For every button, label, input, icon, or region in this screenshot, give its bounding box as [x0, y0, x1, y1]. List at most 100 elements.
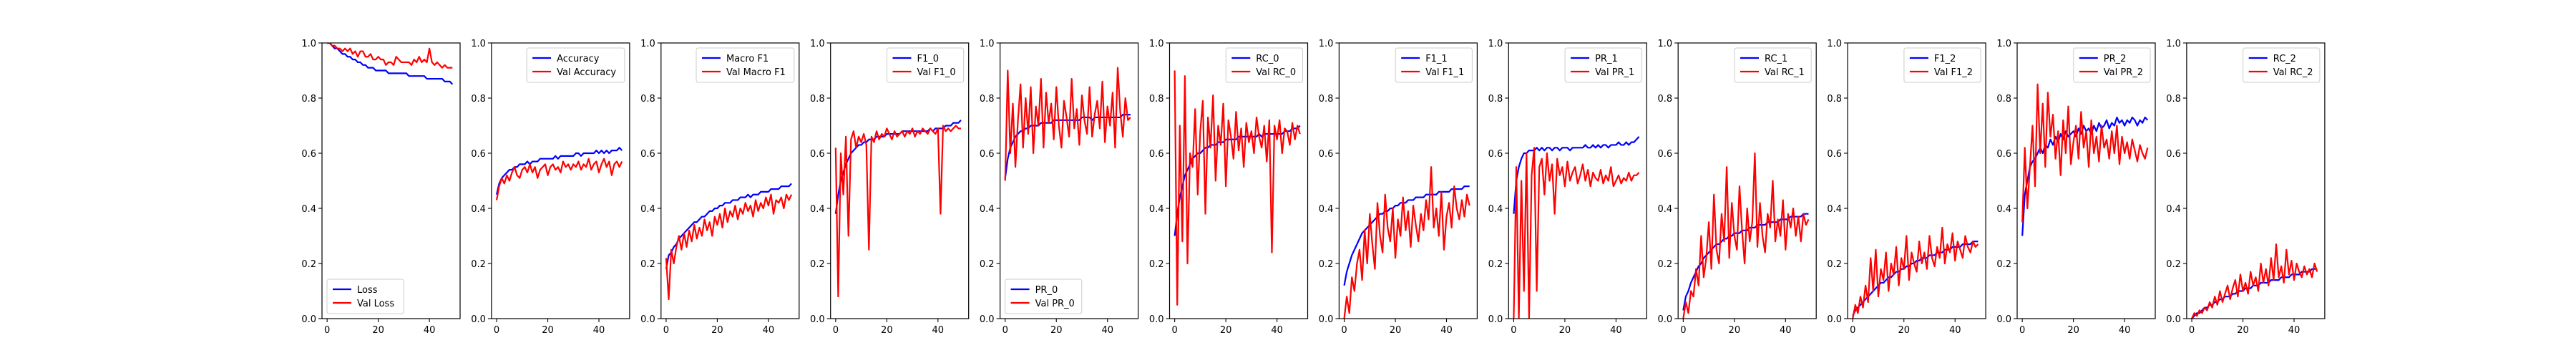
chart-panel: 0.0 0.2 0.4 0.6 0.8 1.0 0 20 40 RC_2 Val RC_2 — [2166, 39, 2326, 336]
y-tick-label: 0.6 — [810, 149, 825, 160]
chart-panel: 0.0 0.2 0.4 0.6 0.8 1.0 0 20 40 PR_1 Val PR_1 — [1488, 39, 1647, 336]
x-tick-label: 0 — [1341, 325, 1347, 336]
series-line — [1343, 166, 1470, 319]
chart-panel: 0.0 0.2 0.4 0.6 0.8 1.0 0 20 40 F1_2 Val F1_2 — [1827, 39, 1986, 336]
x-tick-label: 0 — [2019, 325, 2025, 336]
legend-label: Val Macro F1 — [726, 67, 786, 78]
y-tick-label: 0.0 — [980, 314, 995, 325]
x-tick-label: 20 — [711, 325, 723, 336]
y-tick-label: 0.6 — [471, 149, 486, 160]
series-line — [2191, 268, 2318, 319]
legend-label: F1_0 — [917, 54, 940, 64]
y-tick-label: 0.2 — [1827, 259, 1842, 270]
x-tick-label: 40 — [1101, 325, 1113, 336]
y-tick-label: 0.4 — [1488, 204, 1503, 215]
axes-frame — [830, 42, 970, 319]
chart-panel: 0.0 0.2 0.4 0.6 0.8 1.0 0 20 40 F1_0 Val F1_0 — [810, 39, 970, 336]
legend: RC_1 Val RC_1 — [1734, 47, 1812, 83]
legend: F1_1 Val F1_1 — [1395, 47, 1473, 83]
x-tick-label: 40 — [1610, 325, 1622, 336]
y-tick-label: 0.6 — [980, 149, 995, 160]
axes-frame — [321, 42, 461, 319]
x-tick-label: 0 — [1511, 325, 1516, 336]
chart-panel: 0.0 0.2 0.4 0.6 0.8 1.0 0 20 40 Macro F1 Val Macro… — [640, 39, 800, 336]
legend-label: Val PR_1 — [1595, 67, 1634, 78]
y-tick-label: 0.0 — [471, 314, 486, 325]
y-tick-label: 0.4 — [1827, 204, 1842, 215]
y-tick-label: 0.2 — [640, 259, 655, 270]
x-tick-label: 40 — [1440, 325, 1453, 336]
y-tick-label: 0.6 — [1149, 149, 1164, 160]
x-tick-label: 20 — [881, 325, 893, 336]
series-line — [1513, 147, 1640, 319]
y-tick-label: 0.6 — [1658, 149, 1673, 160]
axes-frame — [1677, 42, 1817, 319]
y-tick-label: 0.2 — [1658, 259, 1673, 270]
y-tick-label: 0.4 — [640, 204, 655, 215]
chart-panel: 0.0 0.2 0.4 0.6 0.8 1.0 0 20 40 PR_2 Val PR_2 — [1996, 39, 2156, 336]
x-tick-label: 40 — [1780, 325, 1792, 336]
y-tick-label: 0.8 — [1996, 94, 2011, 105]
axes-frame — [1169, 42, 1309, 319]
legend-box — [1903, 47, 1981, 83]
y-tick-label: 0.2 — [1488, 259, 1503, 270]
chart-panel: 0.0 0.2 0.4 0.6 0.8 1.0 0 20 40 RC_0 Val RC_0 — [1149, 39, 1309, 336]
series-line — [495, 158, 623, 200]
y-tick-label: 0.8 — [301, 94, 316, 105]
legend-label: F1_2 — [1934, 54, 1956, 64]
y-tick-label: 0.2 — [2166, 259, 2181, 270]
series-line — [1004, 67, 1131, 181]
x-tick-label: 40 — [1949, 325, 1961, 336]
x-tick-label: 0 — [663, 325, 669, 336]
legend-box — [1225, 47, 1304, 83]
y-tick-label: 0.8 — [471, 94, 486, 105]
y-tick-label: 0.2 — [1319, 259, 1334, 270]
legend-label: PR_0 — [1035, 285, 1058, 296]
legend: RC_0 Val RC_0 — [1225, 47, 1304, 83]
y-tick-label: 0.2 — [810, 259, 825, 270]
y-tick-label: 0.8 — [640, 94, 655, 105]
legend: RC_2 Val RC_2 — [2243, 47, 2321, 83]
y-tick-label: 0.6 — [1488, 149, 1503, 160]
legend-label: Loss — [357, 285, 378, 296]
x-tick-label: 40 — [2119, 325, 2131, 336]
y-tick-label: 0.8 — [2166, 94, 2181, 105]
y-tick-label: 0.6 — [1319, 149, 1334, 160]
x-tick-label: 40 — [1271, 325, 1283, 336]
legend-label: Val Loss — [357, 299, 394, 309]
legend-label: Val RC_0 — [1256, 67, 1296, 78]
y-tick-label: 0.6 — [1827, 149, 1842, 160]
y-tick-label: 0.4 — [1149, 204, 1164, 215]
x-tick-label: 20 — [1220, 325, 1232, 336]
y-tick-label: 1.0 — [471, 39, 486, 49]
y-tick-label: 0.2 — [301, 259, 316, 270]
x-tick-label: 20 — [1050, 325, 1063, 336]
y-tick-label: 0.8 — [1149, 94, 1164, 105]
series-line — [665, 183, 792, 269]
legend-label: RC_2 — [2273, 54, 2296, 64]
y-tick-label: 0.4 — [1319, 204, 1334, 215]
y-tick-label: 0.0 — [1149, 314, 1164, 325]
series-line — [2191, 243, 2318, 319]
legend-label: Val PR_2 — [2104, 67, 2143, 78]
legend-label: RC_1 — [1765, 54, 1787, 64]
legend-box — [1005, 279, 1083, 314]
legend-label: Val F1_1 — [1425, 67, 1464, 78]
y-tick-label: 1.0 — [2166, 39, 2181, 49]
y-tick-label: 0.0 — [640, 314, 655, 325]
legend-box — [2243, 47, 2321, 83]
legend-label: F1_1 — [1425, 54, 1448, 64]
y-tick-label: 1.0 — [301, 39, 316, 49]
legend-box — [696, 47, 795, 83]
legend: Loss Val Loss — [326, 279, 404, 314]
x-tick-label: 0 — [1680, 325, 1686, 336]
legend-box — [526, 47, 625, 83]
y-tick-label: 1.0 — [1319, 39, 1334, 49]
chart-panel: 0.0 0.2 0.4 0.6 0.8 1.0 0 20 40 F1_1 Val F1_1 — [1319, 39, 1478, 336]
series-line — [327, 43, 454, 85]
legend-label: Accuracy — [557, 54, 600, 64]
axes-frame — [660, 42, 800, 319]
legend: Accuracy Val Accuracy — [526, 47, 625, 83]
y-tick-label: 0.0 — [1488, 314, 1503, 325]
